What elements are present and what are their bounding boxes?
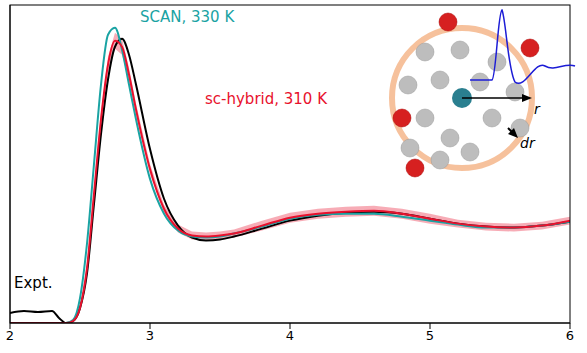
svg-text:r: r — [534, 101, 541, 117]
svg-text:sc-hybrid, 310 K: sc-hybrid, 310 K — [205, 90, 328, 108]
svg-text:dr: dr — [520, 135, 536, 151]
svg-text:4: 4 — [286, 328, 294, 343]
svg-text:3: 3 — [146, 328, 154, 343]
svg-text:2: 2 — [6, 328, 14, 343]
svg-text:Expt.: Expt. — [14, 274, 53, 292]
svg-text:SCAN, 330 K: SCAN, 330 K — [140, 8, 235, 26]
svg-text:5: 5 — [426, 328, 434, 343]
svg-text:6: 6 — [566, 328, 574, 343]
